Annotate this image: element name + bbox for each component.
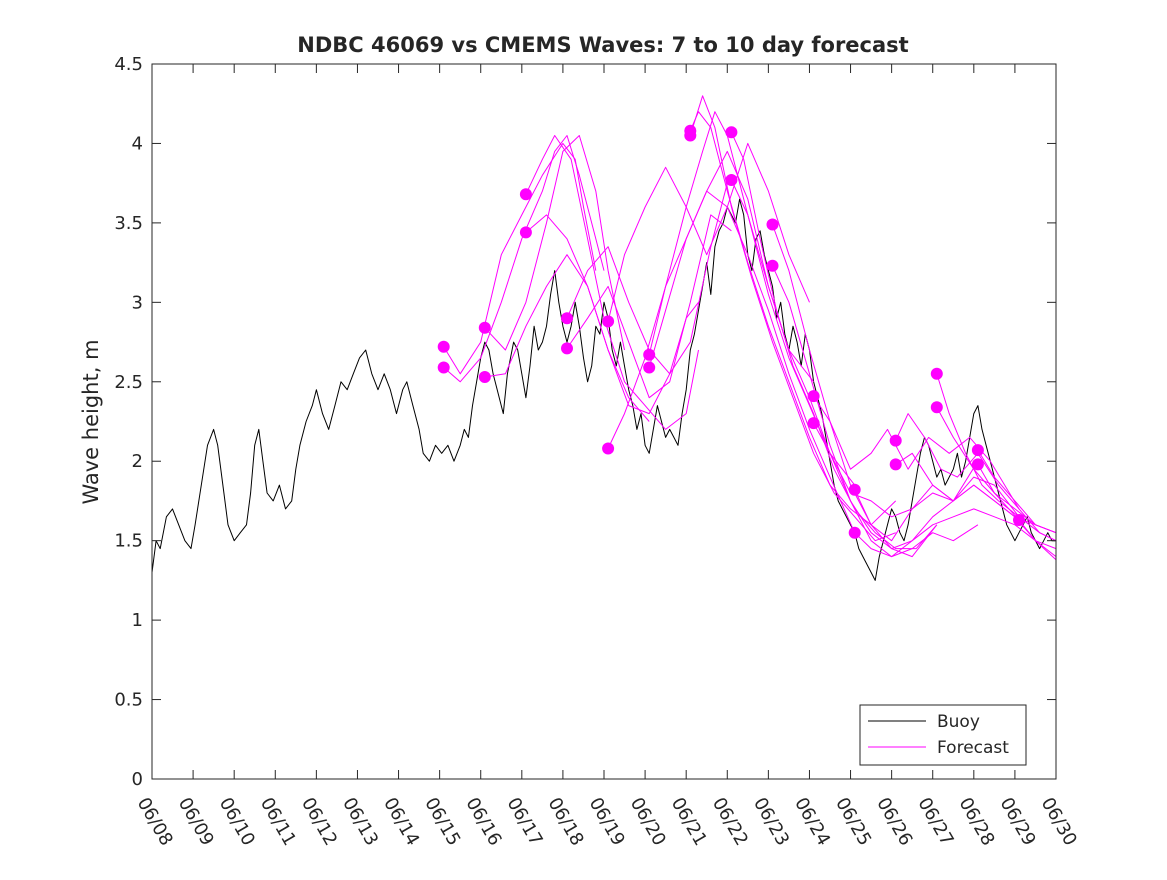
forecast-run-line [936,373,1057,542]
forecast-start-marker [930,401,943,414]
buoy-series-line [151,198,1056,581]
forecast-start-marker [561,342,573,355]
forecast-start-marker [478,371,491,383]
marker-layer [437,124,1025,539]
y-tick-label: 4 [132,133,143,154]
forecast-start-marker [478,321,491,334]
forecast-start-marker [437,340,450,353]
forecast-start-marker [766,218,779,231]
axes-background [152,64,1056,779]
forecast-start-marker [971,458,984,471]
forecast-start-marker [643,348,656,361]
y-tick-label: 1.5 [114,531,143,552]
forecast-start-marker [807,390,820,403]
plot-area [151,63,1057,780]
forecast-start-marker [807,417,820,430]
y-tick-label: 3.5 [114,213,143,234]
forecast-run-line [443,142,597,375]
legend-box [859,704,1027,766]
forecast-start-marker [848,483,861,496]
legend-forecast-label: Forecast [937,738,1009,758]
y-axis: 0 0.5 1 1.5 2 2.5 3 3.5 4 4.5 [114,54,1056,790]
forecast-run-line [525,214,699,415]
forecast-start-marker [889,458,902,471]
y-tick-label: 2.5 [114,372,143,393]
legend: Buoy Forecast [859,704,1027,766]
buoy-layer [151,198,1056,581]
forecast-start-marker [930,367,943,380]
forecast-start-marker [766,259,779,272]
forecast-run-line [484,135,625,351]
forecast-run-line [484,254,650,422]
forecast-run-line [443,135,605,383]
forecast-start-marker [889,434,902,447]
forecast-start-marker [437,361,450,374]
forecast-start-marker [848,526,861,539]
forecast-start-marker [602,442,615,455]
forecast-run-line [648,111,856,486]
forecast-start-marker [1013,514,1025,526]
forecast-start-marker [971,444,984,457]
forecast-run-line [977,449,1057,534]
forecast-run-line [566,214,732,399]
y-tick-label: 0.5 [114,690,143,711]
y-tick-label: 4.5 [114,54,143,75]
forecast-start-marker [725,126,738,139]
forecast-start-marker [519,226,532,239]
forecast-start-marker [684,129,697,142]
forecast-run-line [689,95,896,542]
chart-title: NDBC 46069 vs CMEMS Waves: 7 to 10 day f… [297,33,908,57]
forecast-run-line [813,422,1020,518]
forecast-run-line [854,508,1057,558]
y-tick-label: 1 [132,610,143,631]
forecast-start-marker [602,315,615,328]
forecast-start-marker [519,188,532,201]
forecast-start-marker [643,361,656,374]
y-tick-label: 2 [132,451,143,472]
forecast-run-line [772,265,979,558]
y-axis-label: Wave height, m [79,339,103,504]
forecast-run-line [895,413,1057,542]
forecast-run-line [607,142,810,322]
forecast-run-line [689,111,897,526]
legend-buoy-label: Buoy [937,712,980,732]
y-tick-label: 3 [132,292,143,313]
forecast-start-marker [725,174,738,186]
y-tick-label: 0 [132,769,143,790]
forecast-run-line [648,190,856,533]
forecast-start-marker [561,312,573,325]
